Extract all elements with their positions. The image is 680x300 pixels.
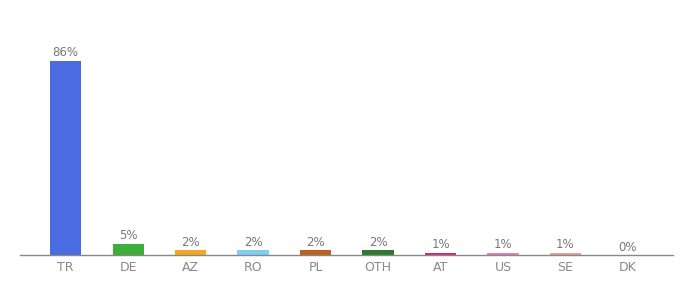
Text: 1%: 1% <box>494 238 512 251</box>
Text: 1%: 1% <box>556 238 575 251</box>
Bar <box>550 253 581 255</box>
Bar <box>50 61 82 255</box>
Text: 2%: 2% <box>244 236 262 249</box>
Bar <box>425 253 456 255</box>
Text: 2%: 2% <box>306 236 325 249</box>
Text: 2%: 2% <box>369 236 388 249</box>
Bar <box>175 250 206 255</box>
Text: 5%: 5% <box>119 230 137 242</box>
Text: 0%: 0% <box>619 241 637 254</box>
Bar <box>362 250 394 255</box>
Text: 1%: 1% <box>431 238 449 251</box>
Bar <box>113 244 143 255</box>
Bar <box>488 253 519 255</box>
Text: 86%: 86% <box>52 46 79 59</box>
Bar <box>237 250 269 255</box>
Bar <box>300 250 331 255</box>
Text: 2%: 2% <box>182 236 200 249</box>
